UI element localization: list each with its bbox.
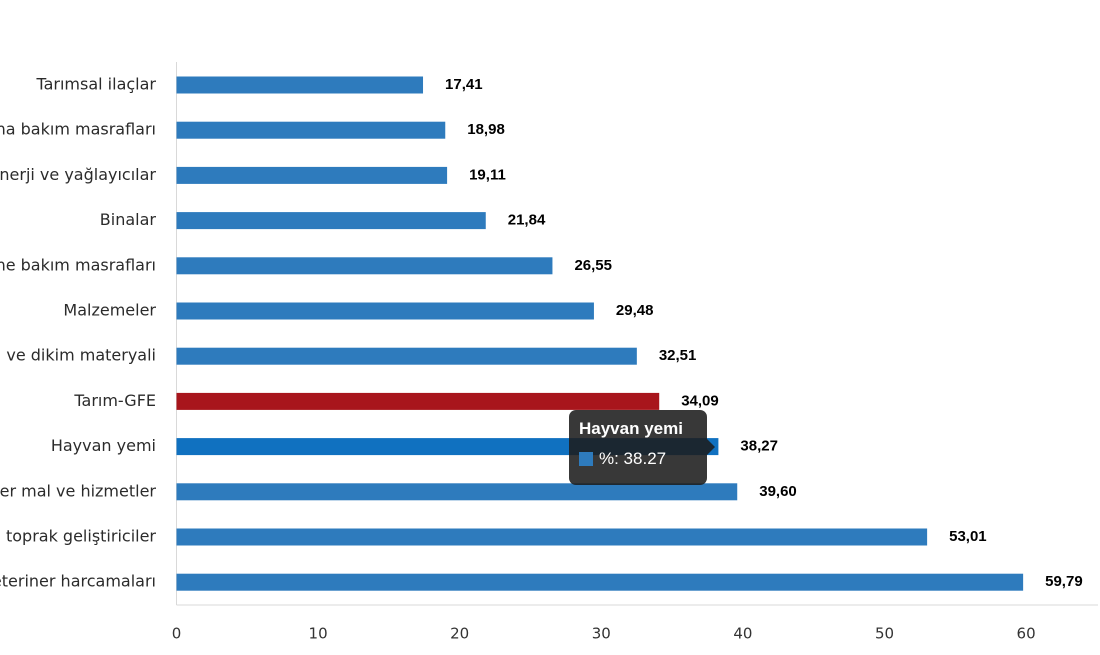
- value-label: 17,41: [445, 76, 483, 93]
- value-labels: 17,41 18,98 19,11 21,84 26,55 29,48 32,51 34,09…: [445, 76, 1083, 590]
- tooltip-swatch: [579, 452, 593, 466]
- value-label: 39,60: [759, 483, 797, 500]
- category-label: ve dikim materyali: [6, 346, 156, 365]
- category-label: ne bakım masrafları: [0, 255, 156, 274]
- bar[interactable]: [176, 302, 594, 320]
- category-labels: Tarımsal ilaçlar na bakım masrafları nerji…: [0, 75, 156, 591]
- x-tick-label: 20: [450, 625, 469, 643]
- bar[interactable]: [176, 257, 553, 275]
- value-label: 32,51: [659, 347, 697, 364]
- category-label: Hayvan yemi: [51, 436, 156, 455]
- category-label: Tarım-GFE: [73, 391, 156, 410]
- value-label: 59,79: [1045, 573, 1083, 590]
- x-tick-label: 40: [733, 625, 752, 643]
- x-tick-label: 60: [1017, 625, 1036, 643]
- category-label: Binalar: [100, 210, 157, 229]
- bar[interactable]: [176, 528, 928, 546]
- tooltip-value: %: 38.27: [599, 449, 667, 468]
- tooltip: Hayvan yemi %: 38.27: [569, 410, 715, 485]
- bar[interactable]: [176, 76, 424, 94]
- bar[interactable]: [176, 392, 660, 410]
- bar[interactable]: [176, 121, 446, 139]
- tooltip-row: %: 38.27: [579, 449, 697, 469]
- bar[interactable]: [176, 483, 738, 501]
- value-label: 38,27: [740, 438, 778, 455]
- value-label: 18,98: [467, 121, 505, 138]
- value-label: 26,55: [574, 257, 612, 274]
- bar[interactable]: [176, 347, 637, 365]
- x-tick-label: 30: [592, 625, 611, 643]
- bars: [176, 76, 1024, 591]
- category-label: na bakım masrafları: [0, 120, 156, 139]
- x-tick-label: 10: [309, 625, 328, 643]
- value-label: 19,11: [469, 166, 506, 183]
- value-label: 29,48: [616, 302, 654, 319]
- bar[interactable]: [176, 573, 1024, 591]
- x-tick-labels: 0 10 20 30 40 50 60: [172, 625, 1036, 643]
- category-label: er mal ve hizmetler: [0, 481, 156, 500]
- category-label: toprak geliştiriciler: [6, 527, 156, 546]
- x-tick-label: 0: [172, 625, 182, 643]
- x-tick-label: 50: [875, 625, 894, 643]
- tooltip-arrow: [707, 439, 715, 455]
- category-label: nerji ve yağlayıcılar: [0, 165, 156, 184]
- bar[interactable]: [176, 212, 486, 230]
- value-label: 21,84: [508, 212, 546, 229]
- axes: [176, 62, 1098, 606]
- category-label: eteriner harcamaları: [0, 572, 156, 591]
- value-label: 34,09: [681, 392, 719, 409]
- bar[interactable]: [176, 166, 448, 184]
- tooltip-title: Hayvan yemi: [579, 419, 683, 438]
- category-label: Malzemeler: [63, 301, 156, 320]
- category-label: Tarımsal ilaçlar: [35, 75, 156, 94]
- value-label: 53,01: [949, 528, 987, 545]
